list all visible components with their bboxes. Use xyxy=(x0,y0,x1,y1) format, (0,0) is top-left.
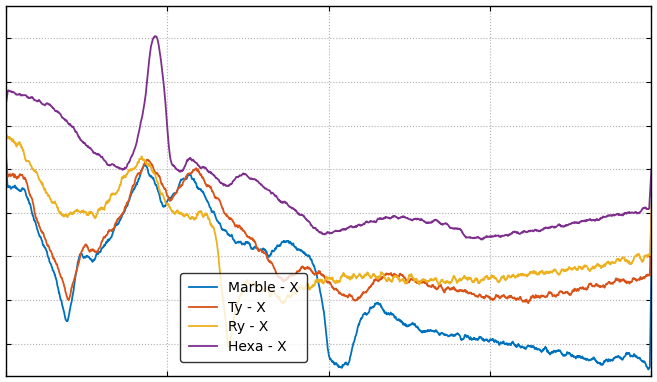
Ry - X xyxy=(225,345,233,350)
Marble - X xyxy=(1,154,9,158)
Marble - X xyxy=(629,354,637,359)
Ry - X xyxy=(299,287,307,291)
Ty - X xyxy=(629,276,637,281)
Hexa - X xyxy=(152,34,160,38)
Ty - X xyxy=(629,277,637,281)
Marble - X xyxy=(645,367,652,372)
Ry - X xyxy=(35,176,43,181)
Ty - X xyxy=(1,148,9,152)
Marble - X xyxy=(35,231,43,236)
Line: Ry - X: Ry - X xyxy=(5,131,652,348)
Hexa - X xyxy=(1,105,9,109)
Ry - X xyxy=(629,259,637,263)
Ty - X xyxy=(524,301,532,306)
Ty - X xyxy=(510,295,518,300)
Hexa - X xyxy=(648,167,656,171)
Line: Marble - X: Marble - X xyxy=(5,156,652,369)
Hexa - X xyxy=(299,213,307,217)
Marble - X xyxy=(648,263,656,268)
Hexa - X xyxy=(35,98,43,103)
Hexa - X xyxy=(478,237,486,242)
Hexa - X xyxy=(629,211,637,215)
Ry - X xyxy=(316,278,324,282)
Hexa - X xyxy=(316,230,324,235)
Ty - X xyxy=(315,270,323,275)
Ry - X xyxy=(1,129,9,134)
Ry - X xyxy=(629,259,637,263)
Marble - X xyxy=(629,354,637,359)
Line: Hexa - X: Hexa - X xyxy=(5,36,652,240)
Ry - X xyxy=(510,274,518,278)
Ty - X xyxy=(35,220,43,225)
Marble - X xyxy=(510,342,518,347)
Marble - X xyxy=(315,286,323,290)
Line: Ty - X: Ty - X xyxy=(5,150,652,303)
Hexa - X xyxy=(629,210,637,215)
Hexa - X xyxy=(511,229,519,234)
Legend: Marble - X, Ty - X, Ry - X, Hexa - X: Marble - X, Ty - X, Ry - X, Hexa - X xyxy=(181,273,307,362)
Ty - X xyxy=(298,264,306,269)
Ry - X xyxy=(648,201,656,206)
Marble - X xyxy=(298,249,306,254)
Ty - X xyxy=(648,211,656,216)
